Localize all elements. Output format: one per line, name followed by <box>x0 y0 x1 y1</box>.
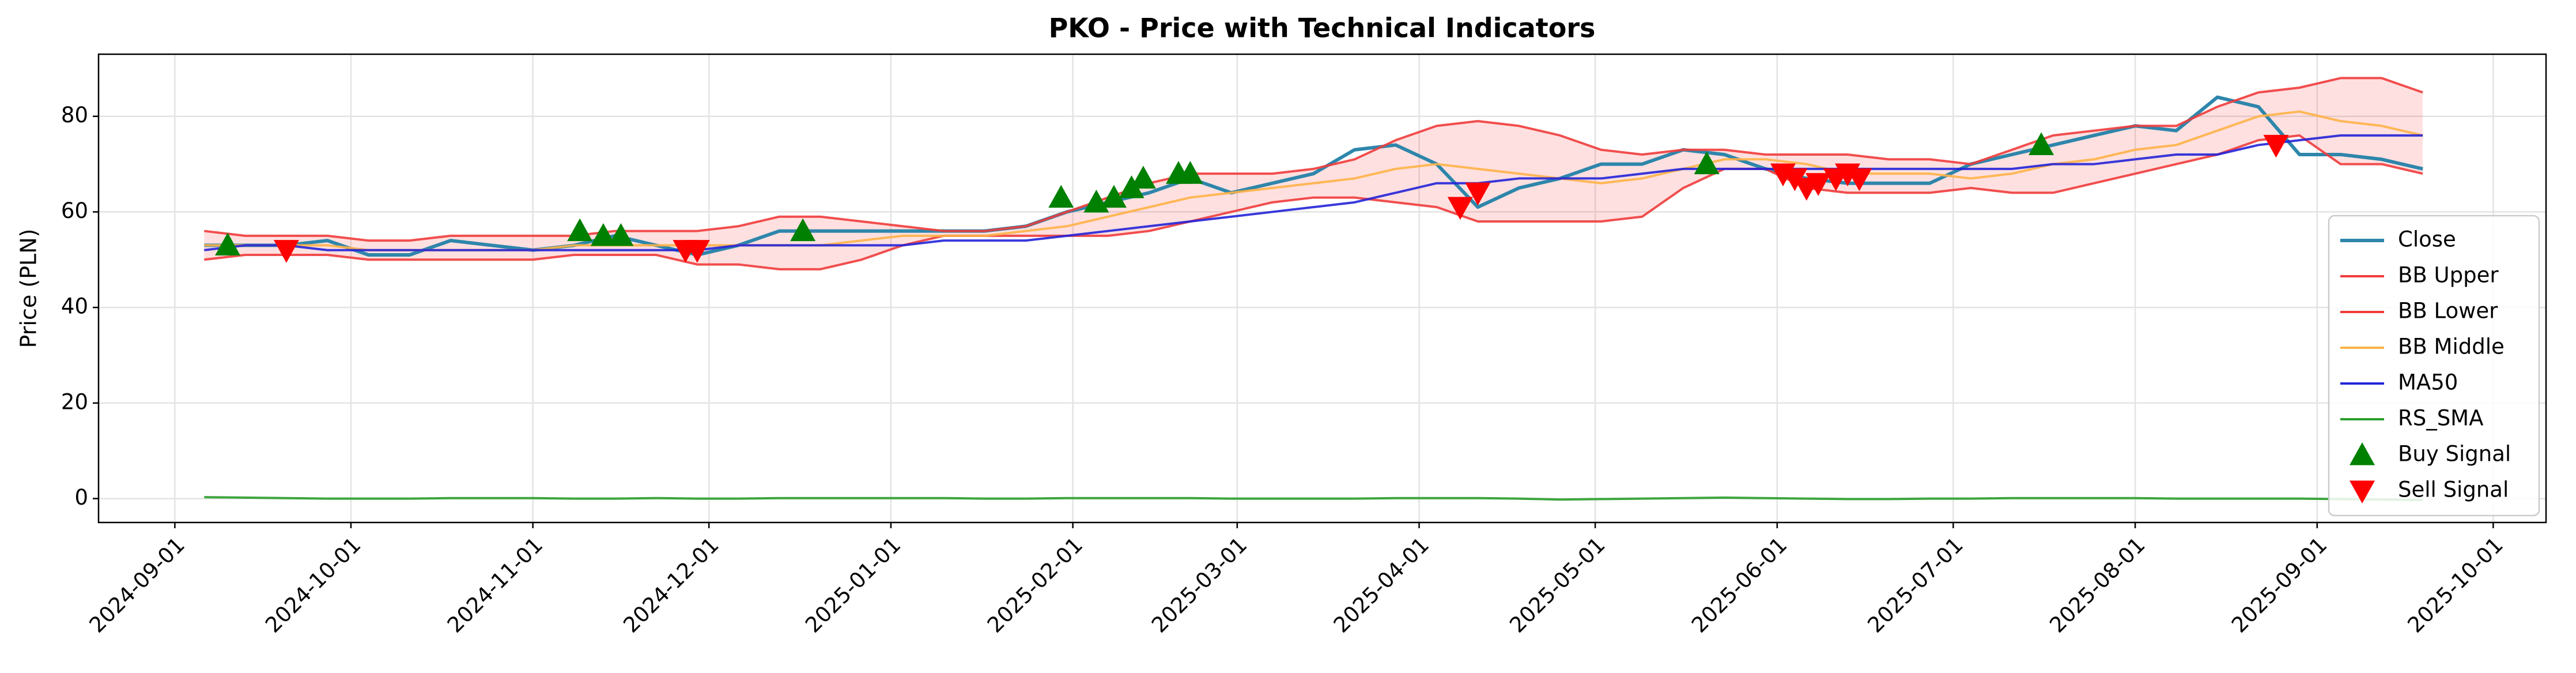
signal-marker <box>1177 161 1203 184</box>
signal-marker <box>684 240 710 263</box>
legend-label: BB Upper <box>2398 263 2499 288</box>
x-tick-label: 2024-12-01 <box>618 532 723 637</box>
signal-marker <box>608 223 634 246</box>
x-tick-label: 2025-01-01 <box>800 532 905 637</box>
x-tick-label: 2024-09-01 <box>85 532 190 637</box>
x-tick-label: 2025-06-01 <box>1687 532 1792 637</box>
x-tick-label: 2025-03-01 <box>1147 532 1252 637</box>
legend-label: MA50 <box>2398 370 2458 395</box>
signal-marker <box>1101 185 1127 208</box>
x-tick-label: 2025-02-01 <box>983 532 1087 637</box>
signal-marker <box>1130 166 1156 189</box>
y-tick-label: 60 <box>61 198 88 223</box>
signal-marker <box>1782 168 1808 191</box>
signal-marker <box>215 232 241 256</box>
y-tick-label: 40 <box>61 294 88 319</box>
chart-title: PKO - Price with Technical Indicators <box>1049 13 1596 44</box>
x-tick-label: 2025-09-01 <box>2227 532 2332 637</box>
x-tick-label: 2025-08-01 <box>2045 532 2150 637</box>
x-tick-label: 2025-04-01 <box>1329 532 1434 637</box>
signal-marker <box>1694 151 1720 175</box>
signal-marker <box>567 218 593 242</box>
x-tick-label: 2025-10-01 <box>2403 532 2507 637</box>
y-axis-label: Price (PLN) <box>16 229 41 348</box>
signal-marker <box>1846 168 1872 191</box>
signal-marker <box>1447 197 1473 220</box>
legend-label: BB Lower <box>2398 299 2498 324</box>
signal-marker <box>790 218 816 242</box>
signal-marker <box>1465 182 1491 206</box>
signal-marker <box>273 240 299 263</box>
legend-label: BB Middle <box>2398 334 2505 359</box>
legend-box <box>2328 215 2540 517</box>
x-tick-label: 2025-05-01 <box>1505 532 1610 637</box>
signal-marker <box>590 223 616 246</box>
signal-marker <box>1048 185 1074 208</box>
x-tick-label: 2024-10-01 <box>260 532 365 637</box>
legend-marker <box>2350 442 2375 465</box>
x-tick-label: 2024-11-01 <box>443 532 547 637</box>
plot-frame <box>97 53 2547 524</box>
y-tick-label: 20 <box>61 389 88 414</box>
legend-label: Sell Signal <box>2398 478 2509 502</box>
y-tick-label: 0 <box>74 485 88 510</box>
legend-label: Close <box>2398 227 2456 252</box>
y-tick-label: 80 <box>61 103 88 127</box>
x-tick-label: 2025-07-01 <box>1863 532 1967 637</box>
legend-label: RS_SMA <box>2398 406 2483 431</box>
legend-label: Buy Signal <box>2398 442 2511 467</box>
signal-marker <box>2029 132 2054 156</box>
line <box>204 134 2423 251</box>
legend-marker <box>2350 480 2375 503</box>
line <box>204 496 2423 502</box>
signal-marker <box>2263 134 2289 158</box>
signal-marker <box>1806 173 1831 196</box>
line <box>204 134 2423 270</box>
signal-marker <box>1119 175 1145 198</box>
